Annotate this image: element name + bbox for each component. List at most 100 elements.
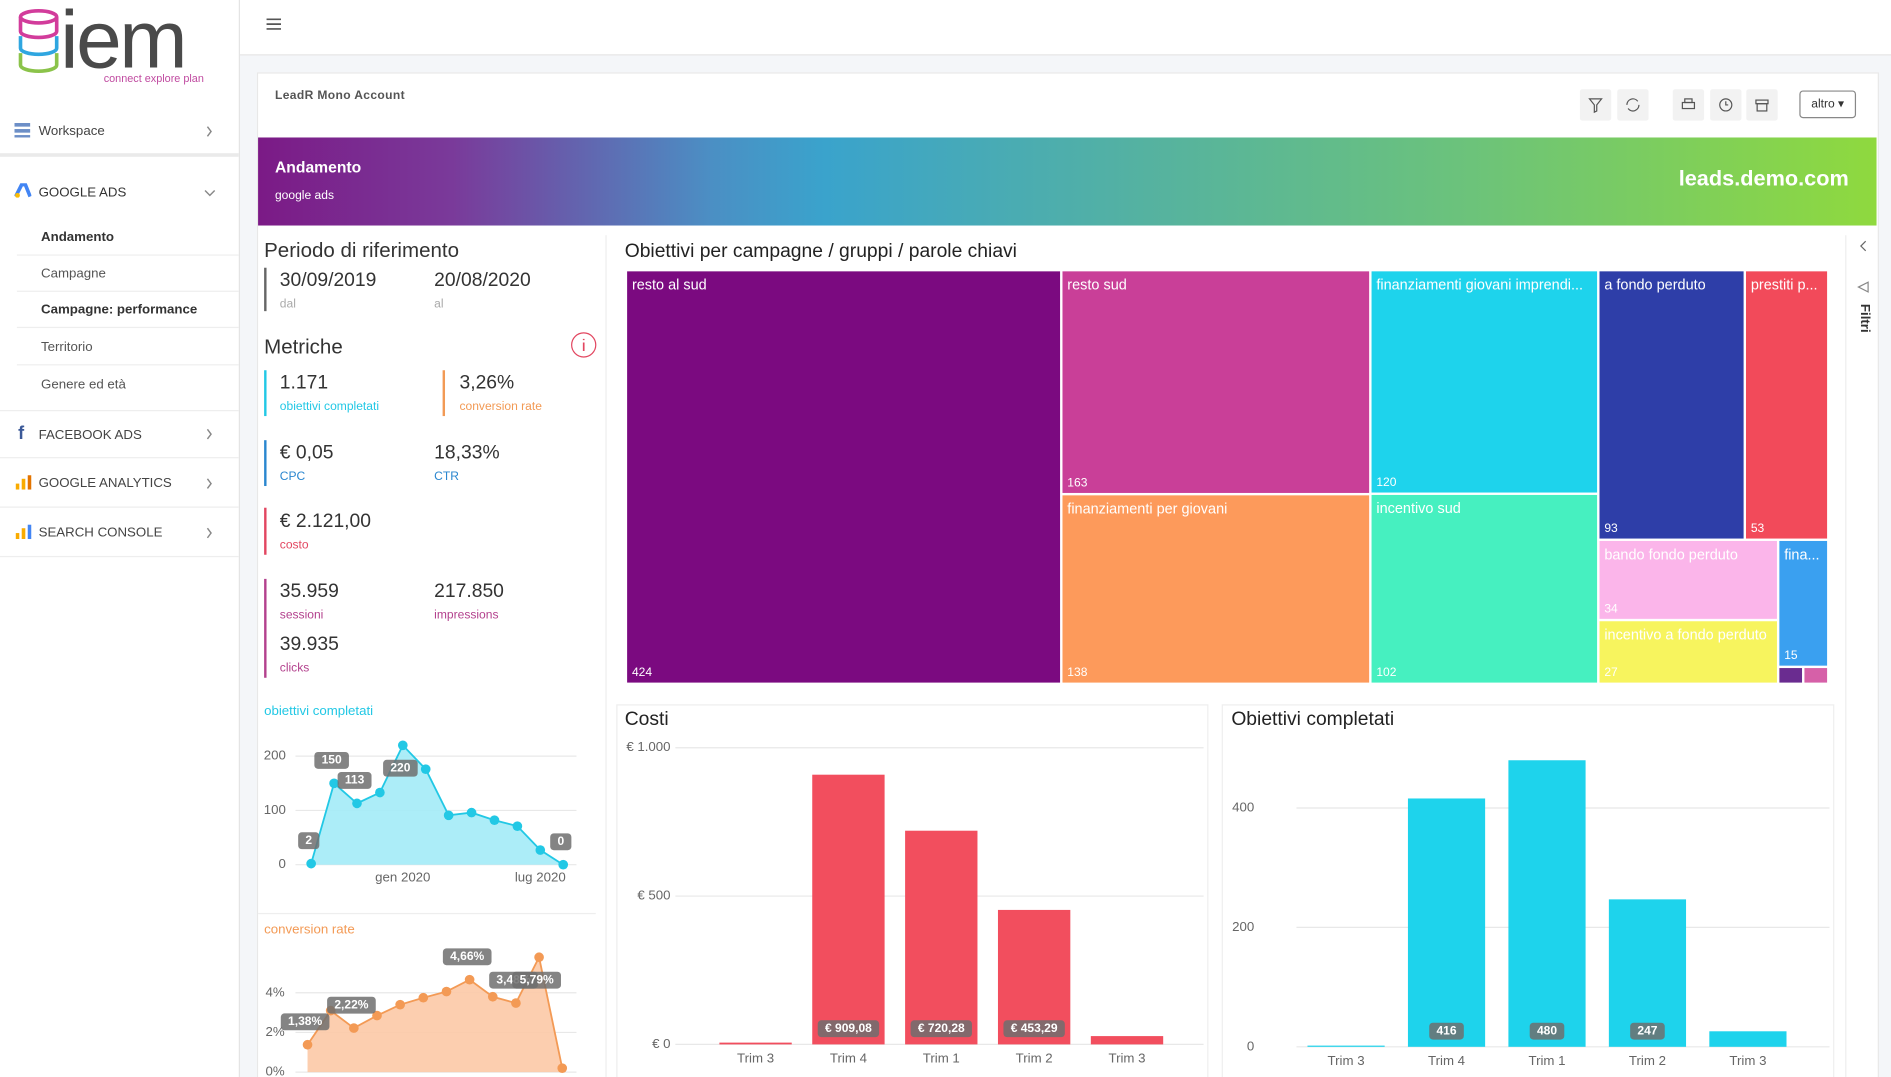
x-tick-label: Trim 4 [830,1050,867,1065]
data-label-text: 1,38% [288,1014,322,1028]
data-label-text: 2,22% [334,997,368,1011]
tile [1746,271,1828,539]
metric-label: conversion rate [459,400,542,414]
filter-button[interactable] [1579,89,1612,121]
info-icon[interactable] [570,332,597,359]
nav-item[interactable]: f FACEBOOK ADS [0,410,239,459]
metric-value: 217.850 [434,581,504,602]
data-label: 2,22% [327,996,376,1014]
nav-subitem[interactable]: Genere ed età [41,377,126,392]
point [489,815,500,826]
nav-subitem[interactable]: Andamento [16,219,239,256]
x-tick-label: Trim 3 [1328,1053,1365,1068]
tile [1062,271,1370,493]
point [372,1010,382,1021]
metric-bar [264,370,267,417]
panel [1221,704,1835,1077]
data-label-box [280,1013,330,1031]
metric-bar [442,370,446,417]
data-label: 113 [337,772,372,789]
x-tick-label: lug 2020 [515,869,566,884]
data-label-text: € 909,08 [825,1021,872,1035]
nav-item[interactable]: GOOGLE ADS [0,169,239,217]
chart-title: obiettivi completati [264,703,373,718]
nav-item[interactable]: SEARCH CONSOLE [0,509,239,558]
metric-bar [264,440,267,487]
data-label: 150 [314,751,349,769]
tile-label: fina... [1784,547,1819,563]
tile [1599,621,1777,683]
data-label-text: 113 [345,773,365,787]
point [558,859,569,870]
data-label-text: 5,79% [520,972,554,986]
tile-label: resto sud [1067,278,1127,294]
banner: Andamento google ads leads.demo.com [258,137,1877,226]
x-tick-label: Trim 3 [1108,1050,1145,1065]
point [306,858,316,869]
metric-value: € 2.121,00 [279,511,371,532]
metric-label: costo [279,539,309,553]
tile [1371,271,1598,493]
nav-label: GOOGLE ADS [38,185,127,201]
banner-title: Andamento [274,157,362,177]
refresh-button[interactable] [1617,89,1649,121]
history-button[interactable] [1710,89,1742,121]
point [534,952,544,963]
data-label: 5,79% [512,971,561,989]
tile-label: finanziamenti giovani imprendi... [1376,278,1583,294]
nav-label: GOOGLE ANALYTICS [38,476,172,491]
tile-label: a fondo perduto [1604,278,1705,294]
point [420,764,431,775]
tile [1779,540,1828,666]
data-label-box [1529,1022,1565,1040]
nav-subitem[interactable]: Campagne: performance [16,292,239,329]
data-label-box [314,751,349,769]
tile-label: resto al sud [632,278,707,294]
y-tick-label: 100 [264,802,286,817]
nav-subitem[interactable]: Territorio [16,329,239,366]
archive-button[interactable] [1746,89,1778,121]
tile-value: 163 [1067,475,1087,489]
point [443,810,454,821]
data-label-text: € 720,28 [918,1021,965,1035]
nav-subitem[interactable]: Campagne [16,256,239,292]
chart-title: Obiettivi per campagne / gruppi / parole… [625,241,1017,262]
tile-value: 34 [1604,601,1618,615]
menu-icon[interactable] [266,18,281,30]
tile-value: 102 [1376,665,1396,679]
icon [14,183,32,198]
nav-label: FACEBOOK ADS [38,428,142,443]
tile [1779,668,1803,683]
chevrons [204,126,216,539]
data-label: 1,38% [280,1013,330,1031]
nav-item[interactable]: Workspace [0,106,239,157]
tile [1371,494,1598,683]
tagline: connect explore plan [103,72,204,85]
data-label: 2 [298,832,320,850]
nav-label: SEARCH CONSOLE [38,525,163,541]
y-tick-label: € 1.000 [626,739,670,754]
data-label-text: 480 [1537,1023,1557,1037]
tile [1062,495,1370,683]
altro-button[interactable]: altro ▾ [1799,90,1857,119]
tile-value: 93 [1604,521,1618,535]
filter-toggle[interactable] [1855,239,1872,299]
metric-value: 1.171 [279,372,329,394]
y-tick-label: 2% [265,1024,284,1039]
divider [605,235,607,1077]
nav-item[interactable]: GOOGLE ANALYTICS [0,459,239,508]
point [464,974,475,985]
point [329,778,339,789]
bar [719,1042,792,1045]
x-tick-label: Trim 1 [1528,1053,1565,1068]
y-tick-label: € 500 [637,888,670,903]
print-button[interactable] [1672,89,1705,121]
point [511,998,521,1008]
tile-value: 27 [1604,665,1618,679]
point [535,845,546,855]
banner-subtitle: google ads [274,189,334,203]
data-label-text: 0 [557,834,564,848]
data-label-text: 220 [390,760,410,774]
